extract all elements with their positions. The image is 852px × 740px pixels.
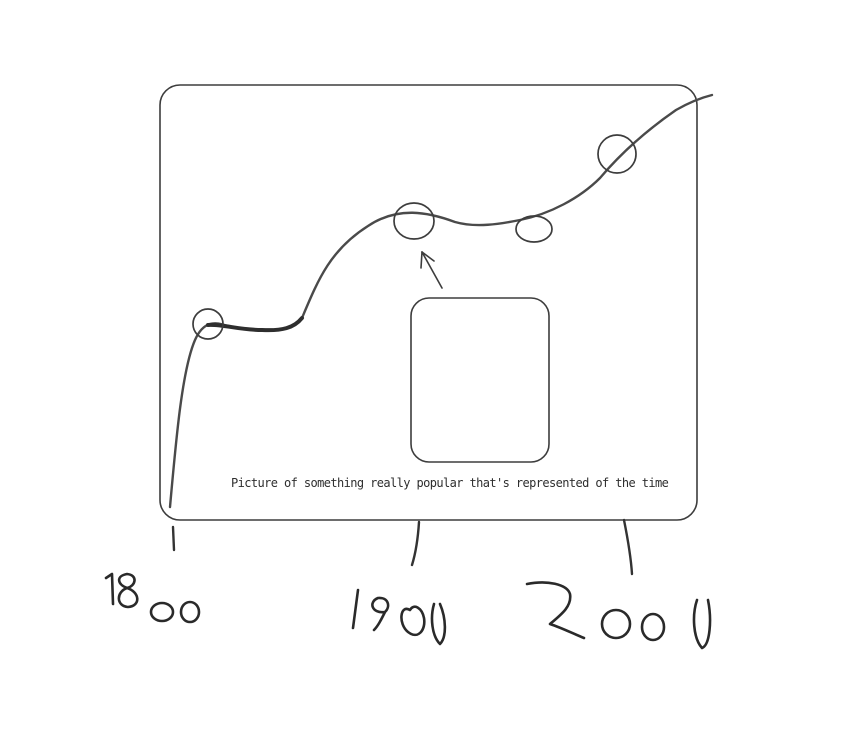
picture-caption: Picture of something really popular that… — [231, 476, 669, 490]
trend-curve-emphasis — [206, 316, 304, 333]
point-marker-2000 — [597, 134, 637, 174]
point-marker-1800 — [192, 308, 224, 340]
arrow-icon — [420, 251, 443, 289]
tick-1900 — [410, 520, 421, 567]
point-marker-1900 — [393, 202, 435, 240]
tick-2000 — [622, 518, 634, 576]
year-label-1800: 1800 — [104, 572, 201, 624]
picture-placeholder — [410, 297, 550, 463]
point-marker-mid — [515, 215, 553, 243]
year-label-2000: 2000 — [525, 581, 712, 650]
timeline-frame — [159, 84, 698, 521]
year-label-1900: 190 — [351, 588, 447, 646]
trend-curve — [168, 93, 714, 509]
tick-1800 — [171, 525, 176, 552]
